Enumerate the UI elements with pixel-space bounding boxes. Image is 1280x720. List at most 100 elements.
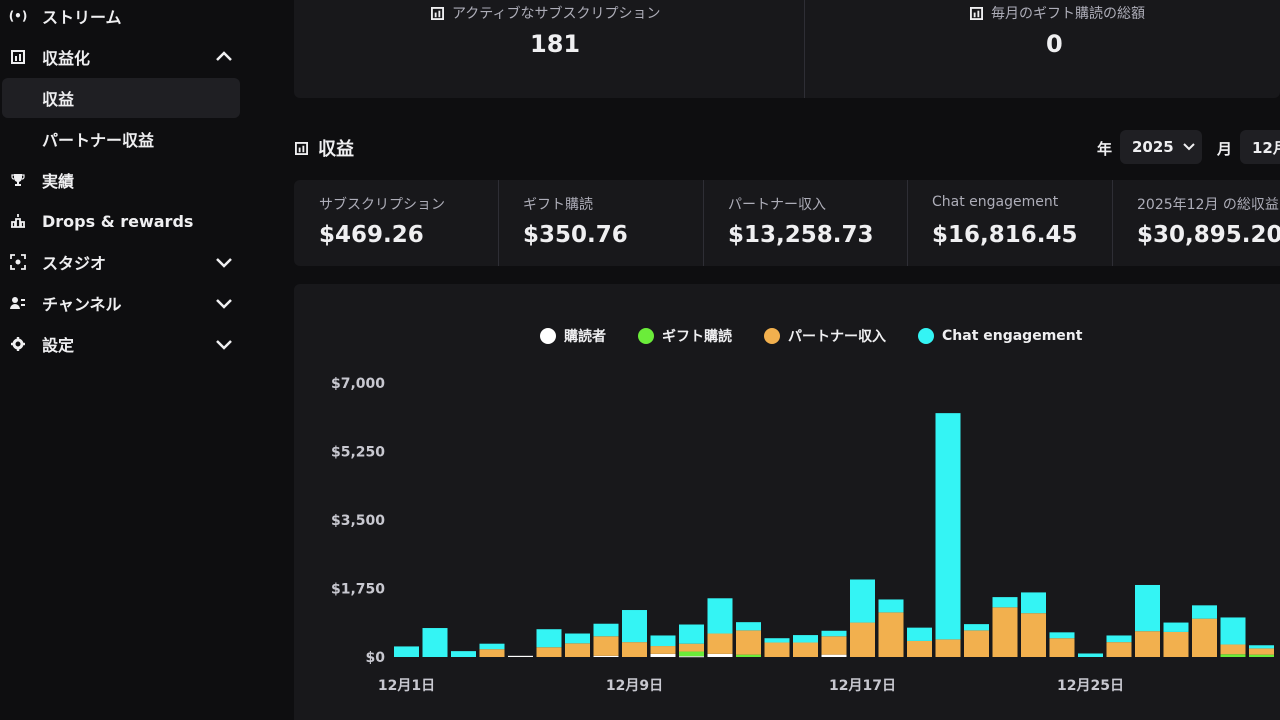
- sidebar-item-stream[interactable]: (•) ストリーム: [0, 0, 254, 36]
- bar-segment-partner-day-8[interactable]: [593, 636, 619, 656]
- y-tick-label: $0: [366, 650, 386, 666]
- revenue-card-chat: Chat engagement $16,816.45: [908, 180, 1112, 266]
- bar-segment-partner-day-18[interactable]: [878, 612, 904, 657]
- month-select[interactable]: 12月: [1240, 130, 1280, 164]
- bar-segment-partner-day-31[interactable]: [1249, 648, 1274, 655]
- bar-segment-chat-day-31[interactable]: [1249, 645, 1274, 649]
- bar-segment-partner-day-22[interactable]: [992, 607, 1018, 657]
- bar-segment-chat-day-30[interactable]: [1220, 617, 1246, 645]
- bar-segment-partner-day-10[interactable]: [650, 646, 676, 654]
- bar-segment-partner-day-17[interactable]: [850, 622, 875, 657]
- revenue-value: $30,895.20: [1137, 222, 1280, 248]
- sidebar-item-channel[interactable]: チャンネル: [0, 283, 254, 323]
- bar-segment-chat-day-8[interactable]: [593, 623, 619, 637]
- bar-segment-partner-day-23[interactable]: [1021, 613, 1046, 657]
- stat-value: 181: [530, 30, 581, 58]
- bar-segment-chat-day-2[interactable]: [422, 628, 448, 657]
- bar-segment-subscribers-day-8[interactable]: [593, 655, 619, 657]
- chart-icon: [10, 49, 26, 65]
- bar-segment-chat-day-9[interactable]: [622, 610, 647, 643]
- legend-item-subscribers[interactable]: 購読者: [540, 326, 606, 346]
- chart-legend: 購読者 ギフト購読 パートナー収入 Chat engagement: [540, 326, 1082, 346]
- bar-segment-chat-day-12[interactable]: [707, 598, 733, 634]
- bar-segment-partner-day-26[interactable]: [1106, 642, 1132, 657]
- bar-segment-chat-day-27[interactable]: [1135, 584, 1160, 632]
- bar-segment-chat-day-22[interactable]: [992, 597, 1018, 608]
- bar-segment-chat-day-23[interactable]: [1021, 592, 1046, 614]
- bar-segment-partner-day-9[interactable]: [622, 642, 647, 657]
- bar-segment-partner-day-29[interactable]: [1192, 618, 1217, 657]
- bar-segment-partner-day-16[interactable]: [821, 636, 847, 655]
- bar-segment-chat-day-15[interactable]: [793, 635, 818, 643]
- bar-segment-partner-day-15[interactable]: [793, 642, 818, 657]
- revenue-bar-chart: $7,000 $5,250 $3,500 $1,750 $0 12月1日 12月9日 12月1…: [331, 376, 1274, 694]
- bar-segment-chat-day-4[interactable]: [479, 643, 505, 650]
- bar-segment-gifts-day-11[interactable]: [679, 651, 704, 657]
- revenue-chart-panel: 購読者 ギフト購読 パートナー収入 Chat engagement $7,000…: [294, 284, 1280, 720]
- bar-segment-partner-day-4[interactable]: [479, 649, 505, 657]
- sidebar-item-revenue[interactable]: 収益: [2, 78, 240, 118]
- bar-segment-chat-day-13[interactable]: [736, 622, 761, 631]
- bar-segment-partner-day-21[interactable]: [964, 630, 989, 657]
- sidebar-item-settings[interactable]: 設定: [0, 324, 254, 364]
- bar-segment-chat-day-21[interactable]: [964, 624, 989, 631]
- sidebar-item-label: 収益化: [42, 49, 91, 68]
- year-select[interactable]: 2025: [1120, 130, 1202, 164]
- sidebar-item-studio[interactable]: スタジオ: [0, 242, 254, 282]
- bar-segment-partner-day-12[interactable]: [707, 633, 733, 654]
- bar-segment-chat-day-17[interactable]: [850, 579, 875, 623]
- bar-segment-partner-day-30[interactable]: [1220, 644, 1246, 655]
- bar-segment-subscribers-day-12[interactable]: [707, 653, 733, 657]
- revenue-card-gifts: ギフト購読 $350.76: [499, 180, 703, 266]
- sidebar-item-partner-revenue[interactable]: パートナー収益: [2, 119, 240, 159]
- stat-label: アクティブなサブスクリプション: [452, 6, 661, 22]
- bar-segment-partner-day-14[interactable]: [764, 642, 790, 657]
- sidebar-item-drops[interactable]: Drops & rewards: [0, 201, 254, 241]
- bar-segment-chat-day-18[interactable]: [878, 599, 904, 613]
- revenue-value: $469.26: [319, 222, 424, 248]
- bar-segment-chat-day-26[interactable]: [1106, 635, 1132, 643]
- bar-segment-chat-day-11[interactable]: [679, 624, 704, 644]
- bar-segment-chat-day-1[interactable]: [394, 646, 419, 657]
- bar-segment-partner-day-13[interactable]: [736, 630, 761, 655]
- bar-segment-partner-day-20[interactable]: [935, 639, 961, 657]
- bar-segment-partner-day-6[interactable]: [536, 647, 562, 657]
- bar-segment-gifts-day-30[interactable]: [1220, 654, 1246, 657]
- divider: [498, 180, 499, 266]
- bar-segment-gifts-day-13[interactable]: [736, 654, 761, 657]
- bar-segment-subscribers-day-10[interactable]: [650, 653, 676, 657]
- divider: [804, 0, 805, 98]
- bar-segment-chat-day-28[interactable]: [1163, 622, 1189, 632]
- bar-segment-chat-day-10[interactable]: [650, 635, 676, 647]
- bar-segment-chat-day-25[interactable]: [1078, 653, 1103, 657]
- legend-dot: [540, 328, 556, 344]
- legend-item-chat[interactable]: Chat engagement: [918, 326, 1082, 346]
- bar-segment-chat-day-7[interactable]: [565, 633, 590, 644]
- sidebar-item-label: Drops & rewards: [42, 211, 194, 231]
- bar-segment-partner-day-24[interactable]: [1049, 638, 1075, 657]
- bar-segment-gifts-day-31[interactable]: [1249, 654, 1274, 657]
- bar-segment-chat-day-6[interactable]: [536, 629, 562, 648]
- x-tick-label: 12月9日: [606, 678, 663, 694]
- bar-segment-chat-day-14[interactable]: [764, 638, 790, 643]
- bar-segment-partner-day-11[interactable]: [679, 643, 704, 652]
- legend-dot: [638, 328, 654, 344]
- bar-segment-chat-day-20[interactable]: [935, 413, 961, 640]
- chevron-down-icon: [216, 340, 232, 350]
- bar-segment-chat-day-16[interactable]: [821, 630, 847, 637]
- bar-segment-partner-day-27[interactable]: [1135, 631, 1160, 657]
- bar-segment-chat-day-24[interactable]: [1049, 632, 1075, 639]
- bar-segment-chat-day-29[interactable]: [1192, 605, 1217, 619]
- bar-segment-partner-day-19[interactable]: [907, 640, 932, 657]
- sidebar-item-monetization[interactable]: 収益化: [0, 37, 254, 77]
- bar-segment-subscribers-day-16[interactable]: [821, 654, 847, 657]
- legend-item-partner[interactable]: パートナー収入: [764, 326, 886, 346]
- bar-segment-subscribers-day-5[interactable]: [508, 655, 533, 657]
- bar-segment-partner-day-7[interactable]: [565, 643, 590, 657]
- sidebar-item-achievements[interactable]: 実績: [0, 160, 254, 200]
- bar-segment-chat-day-3[interactable]: [451, 651, 476, 657]
- bar-segment-partner-day-28[interactable]: [1163, 631, 1189, 657]
- legend-item-gifts[interactable]: ギフト購読: [638, 326, 732, 346]
- bar-segment-chat-day-19[interactable]: [907, 627, 932, 641]
- bar-segment-subscribers-day-11[interactable]: [679, 656, 704, 658]
